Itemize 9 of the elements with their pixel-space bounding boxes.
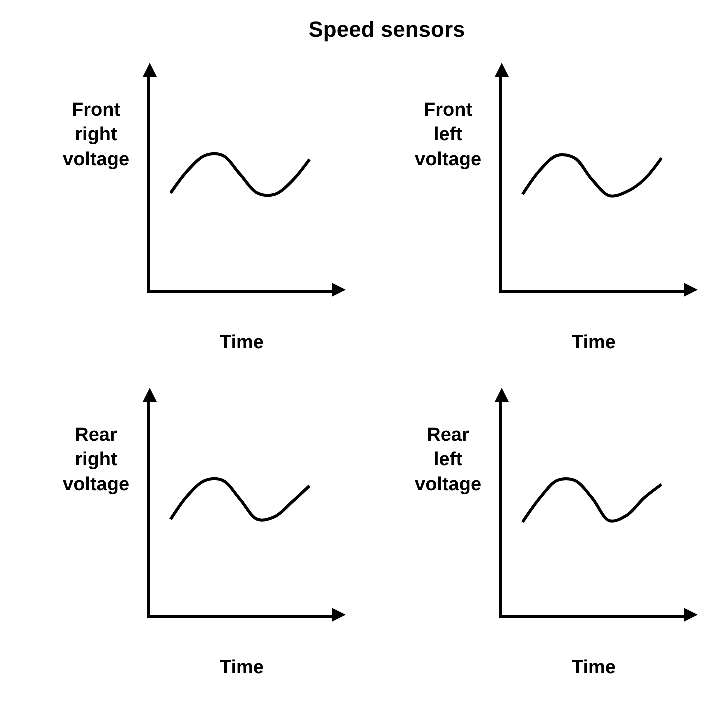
y-axis-title: Rear left voltage — [415, 425, 482, 496]
x-axis-title: Time — [220, 658, 264, 679]
x-axis-title: Time — [572, 658, 616, 679]
y-axis-title: Rear right voltage — [63, 425, 130, 496]
text: Speed sensors — [308, 16, 466, 44]
y-axis-title: Front right voltage — [63, 100, 130, 170]
x-axis-title: Time — [572, 332, 616, 354]
x-axis-title: Time — [220, 332, 264, 354]
y-axis-title: Front left voltage — [415, 100, 482, 170]
